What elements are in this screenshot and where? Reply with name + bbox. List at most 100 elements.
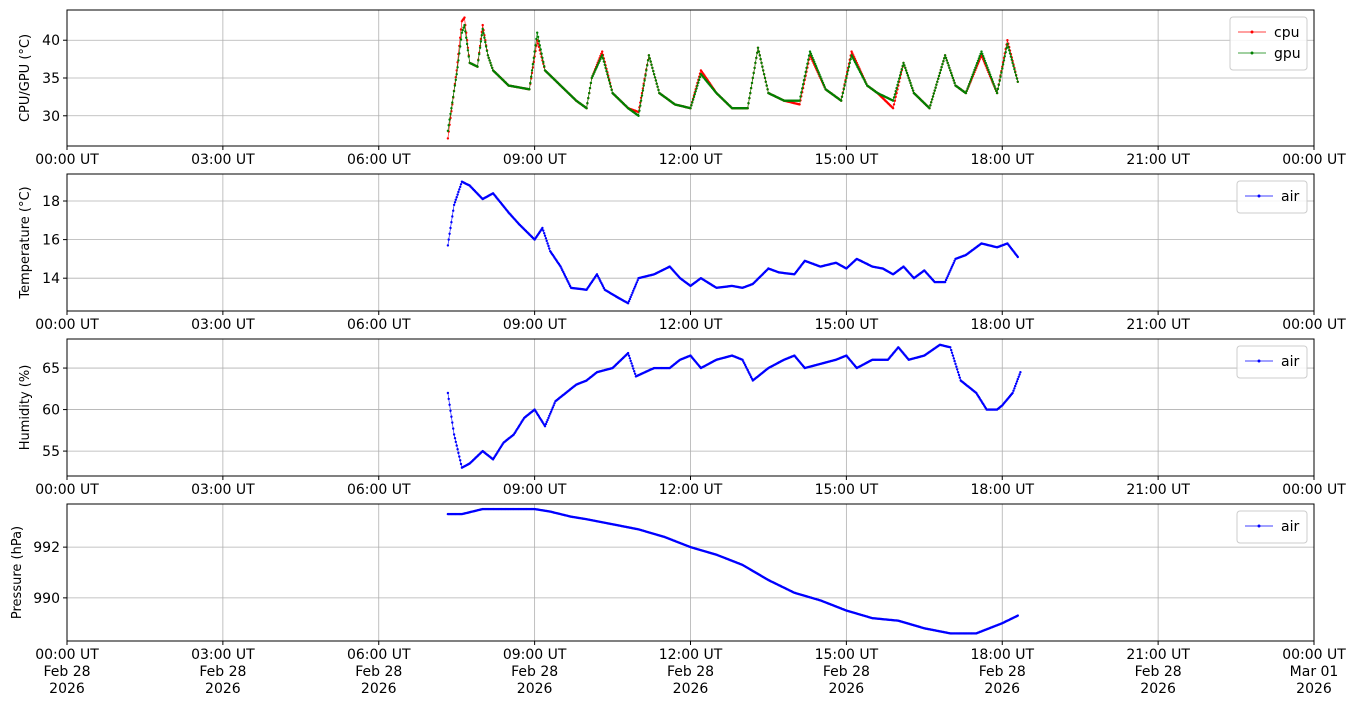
x-tick-label: 03:00 UT — [191, 152, 255, 168]
data-point — [814, 65, 818, 68]
data-point — [822, 83, 826, 87]
data-point — [479, 40, 483, 43]
data-point — [601, 285, 605, 288]
data-point — [564, 276, 567, 279]
data-point — [694, 90, 697, 93]
x-tick-label-line: Mar 01 — [1290, 664, 1339, 680]
data-point — [453, 201, 457, 204]
x-tick-label: 09:00 UT — [503, 317, 567, 333]
x-tick-label-line: Feb 28 — [511, 664, 558, 680]
data-point — [1018, 373, 1021, 376]
data-point — [646, 64, 649, 67]
data-point — [761, 65, 764, 68]
data-point — [1001, 67, 1004, 70]
data-point — [607, 76, 610, 79]
x-tick-label-line: Feb 28 — [355, 664, 402, 680]
x-tick-label-line: 21:00 UT — [1126, 482, 1190, 498]
x-tick-label-line: 2026 — [673, 681, 709, 697]
data-point — [995, 91, 999, 95]
data-point — [559, 265, 562, 268]
data-point — [1000, 71, 1003, 74]
data-point — [1008, 52, 1012, 55]
data-point — [459, 36, 462, 39]
data-point — [455, 196, 458, 199]
data-point — [1010, 58, 1013, 61]
x-tick-label: 03:00 UT — [191, 317, 255, 333]
data-point — [568, 283, 571, 286]
data-point — [487, 56, 490, 60]
data-point — [1012, 389, 1015, 392]
data-point — [746, 368, 749, 372]
data-point — [565, 277, 568, 281]
data-point — [747, 102, 750, 105]
data-point — [695, 87, 698, 90]
data-point — [820, 79, 824, 83]
data-point — [950, 265, 954, 268]
data-point — [449, 409, 452, 412]
x-tick-label-line: 09:00 UT — [503, 647, 567, 663]
data-point — [940, 65, 943, 69]
data-point — [529, 81, 532, 85]
data-point — [548, 414, 551, 417]
data-point — [488, 59, 491, 62]
data-point — [589, 81, 593, 85]
data-point — [482, 32, 485, 35]
data-point — [937, 74, 941, 78]
data-point — [633, 287, 636, 290]
data-point — [1015, 380, 1019, 383]
data-point — [1014, 74, 1018, 77]
data-point — [954, 362, 957, 366]
data-point — [806, 62, 809, 65]
data-point — [965, 89, 968, 93]
x-tick-label: 09:00 UT — [503, 482, 567, 498]
data-point — [562, 272, 566, 275]
data-point — [456, 193, 459, 196]
data-point — [697, 81, 700, 84]
data-point — [626, 302, 630, 305]
data-point — [627, 300, 631, 303]
data-point — [640, 94, 644, 97]
data-point — [634, 283, 638, 286]
data-point — [942, 60, 945, 63]
data-point — [689, 107, 692, 110]
data-point — [547, 416, 550, 420]
x-tick-label-line: Feb 28 — [667, 664, 714, 680]
x-tick-label-line: 09:00 UT — [503, 152, 567, 168]
data-point — [598, 59, 601, 63]
data-point — [490, 64, 493, 67]
data-point — [807, 54, 811, 57]
data-point — [947, 64, 950, 67]
data-point — [465, 36, 468, 39]
data-point — [649, 60, 652, 63]
data-point — [986, 66, 989, 69]
data-point — [904, 66, 907, 70]
data-point — [644, 74, 647, 77]
data-point — [536, 42, 540, 45]
data-point — [543, 232, 546, 235]
y-axis-title: Temperature (°C) — [18, 186, 33, 299]
data-point — [642, 84, 645, 87]
data-point — [762, 73, 766, 76]
x-tick-label-line: 03:00 UT — [191, 317, 255, 333]
data-point — [951, 76, 955, 80]
data-point — [451, 421, 454, 424]
data-point — [805, 66, 808, 70]
data-point — [456, 66, 459, 69]
x-tick-label: 00:00 UT — [35, 317, 99, 333]
data-point — [536, 35, 540, 39]
data-point — [895, 91, 898, 95]
data-point — [546, 418, 549, 422]
data-point — [646, 59, 650, 62]
data-point — [447, 397, 450, 401]
x-tick-label: 06:00 UT — [347, 317, 411, 333]
data-point — [535, 37, 538, 41]
data-point — [987, 68, 990, 72]
x-tick-label-line: 03:00 UT — [191, 647, 255, 663]
data-point — [1012, 64, 1015, 68]
data-point — [452, 433, 456, 436]
data-point — [548, 247, 551, 250]
data-point — [932, 92, 935, 95]
data-point — [897, 80, 900, 84]
data-point — [459, 462, 463, 466]
data-point — [538, 44, 541, 47]
